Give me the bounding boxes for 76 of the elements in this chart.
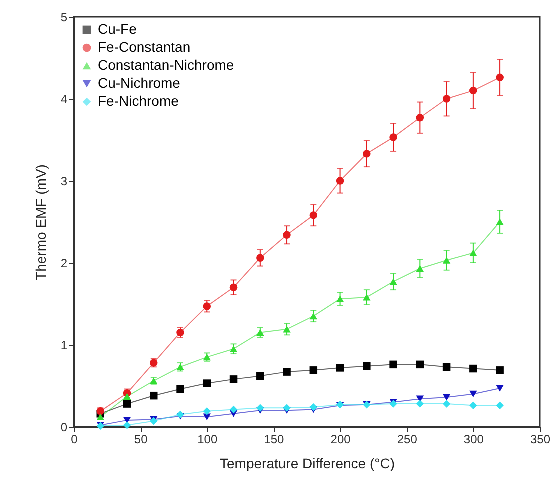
point [203,302,212,310]
point [123,393,132,400]
point [363,294,371,301]
point [256,372,264,380]
y-tick-label: 0 [60,420,68,434]
point [416,114,424,122]
y-tick-label: 1 [60,338,68,352]
point [230,376,238,384]
point [496,402,504,410]
point [230,406,238,414]
point [416,400,424,408]
point [470,390,478,398]
point [416,265,424,272]
point [496,385,504,392]
point [283,368,291,376]
x-tick-label: 100 [198,432,218,446]
legend-label: Cu-Fe [98,21,138,37]
point [470,364,478,373]
point [256,329,264,336]
x-tick-label: 0 [71,432,78,446]
legend-label: Fe-Constantan [98,39,191,55]
x-tick-label: 50 [134,432,148,446]
point [230,284,238,292]
point [203,380,212,388]
point [203,408,212,416]
y-tick-label: 2 [60,256,68,270]
point [336,177,344,185]
legend-label: Fe-Nichrome [98,93,180,109]
y-tick-label: 5 [60,10,68,24]
point [256,254,264,262]
legend-label: Cu-Nichrome [98,75,181,91]
point [283,404,291,412]
point [390,360,398,369]
point [230,346,238,352]
point [150,417,158,426]
point [390,134,398,142]
point [96,414,104,421]
y-tick-label: 4 [60,92,68,106]
y-axis-title: Thermo EMF (mV) [32,164,49,280]
point [123,400,132,408]
point [470,250,478,257]
x-tick-label: 250 [397,432,418,446]
point [390,278,398,286]
x-axis-title: Temperature Difference (°C) [220,456,395,472]
point [363,150,371,158]
x-tick-label: 350 [530,432,551,446]
point [283,231,291,239]
point [442,394,451,401]
point [310,312,318,320]
point [363,362,371,370]
point [442,363,451,372]
point [416,360,424,369]
point [442,400,451,408]
legend-label: Constantan-Nichrome [98,57,234,73]
point [470,402,478,410]
point [336,364,344,372]
x-tick-label: 200 [330,432,352,446]
point [442,95,451,103]
point [310,366,318,374]
x-tick-label: 300 [464,432,484,446]
point [123,421,132,430]
point [96,408,104,416]
point [496,366,504,374]
point [470,86,478,95]
point [310,212,318,220]
point [336,296,344,302]
point [150,392,158,400]
point [176,385,184,394]
point [442,257,451,264]
point [310,403,318,412]
point [496,218,504,226]
x-tick-label: 150 [264,432,285,446]
point [496,74,504,82]
point [283,326,291,333]
point [256,404,264,412]
y-tick-label: 3 [60,174,68,188]
